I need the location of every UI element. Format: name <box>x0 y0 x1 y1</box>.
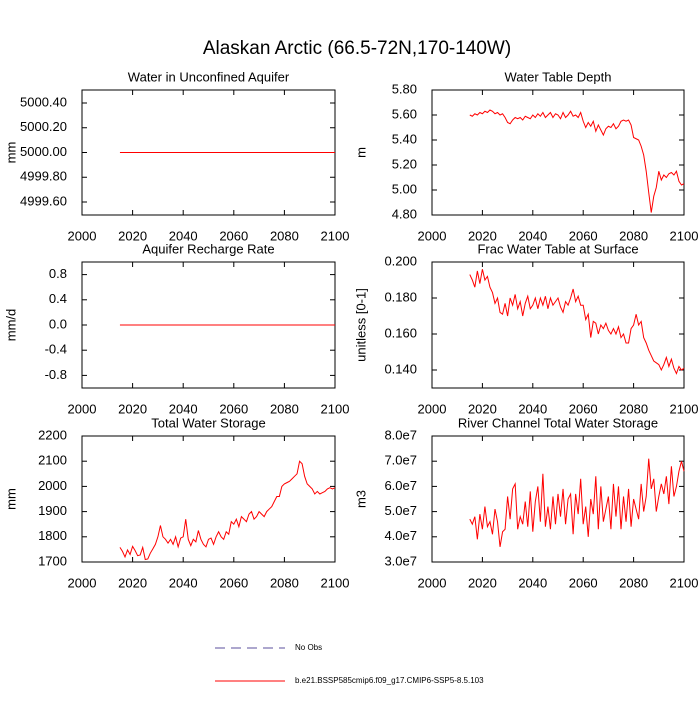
y-tick-label: 4.0e7 <box>384 528 417 543</box>
y-tick-label: 0.140 <box>384 361 417 376</box>
x-tick-label: 2020 <box>468 228 497 243</box>
y-axis-label: mm <box>3 142 18 164</box>
x-tick-label: 2040 <box>518 575 547 590</box>
x-tick-label: 2040 <box>169 401 198 416</box>
y-tick-label: 6.0e7 <box>384 478 417 493</box>
x-tick-label: 2020 <box>468 575 497 590</box>
y-tick-label: 5.40 <box>392 131 417 146</box>
x-tick-label: 2000 <box>68 401 97 416</box>
y-tick-label: 8.0e7 <box>384 427 417 442</box>
y-tick-label: 5000.00 <box>20 144 67 159</box>
y-tick-label: 7.0e7 <box>384 453 417 468</box>
legend-label: b.e21.BSSP585cmip6.f09_g17.CMIP6-SSP5-8.… <box>295 676 484 685</box>
plot-frame <box>81 435 336 563</box>
data-line <box>119 460 336 561</box>
y-tick-label: 5.60 <box>392 106 417 121</box>
plot-frame <box>431 89 685 216</box>
x-tick-label: 2100 <box>321 401 350 416</box>
y-tick-label: 0.180 <box>384 289 417 304</box>
legend-label: No Obs <box>295 643 322 652</box>
y-tick-label: 5.0e7 <box>384 503 417 518</box>
x-tick-label: 2060 <box>219 575 248 590</box>
x-tick-label: 2000 <box>418 401 447 416</box>
x-tick-label: 2080 <box>619 401 648 416</box>
panel-title: Aquifer Recharge Rate <box>142 241 274 256</box>
panel-title: Total Water Storage <box>151 415 265 430</box>
x-tick-label: 2080 <box>619 228 648 243</box>
x-tick-label: 2060 <box>569 401 598 416</box>
x-tick-label: 2100 <box>321 575 350 590</box>
x-tick-label: 2080 <box>619 575 648 590</box>
x-tick-label: 2100 <box>321 228 350 243</box>
y-axis-label: mm <box>3 488 18 510</box>
x-tick-label: 2080 <box>270 228 299 243</box>
y-tick-label: 2200 <box>38 427 67 442</box>
x-tick-label: 2000 <box>68 575 97 590</box>
panel: Frac Water Table at Surface unitless [0-1… <box>353 241 698 416</box>
y-tick-label: 1700 <box>38 553 67 568</box>
panel-title: Water Table Depth <box>505 69 612 84</box>
panel-title: River Channel Total Water Storage <box>458 415 658 430</box>
x-tick-label: 2000 <box>418 228 447 243</box>
y-tick-label: -0.8 <box>45 367 67 382</box>
x-tick-label: 2020 <box>468 401 497 416</box>
y-tick-label: 0.200 <box>384 253 417 268</box>
panel: Water Table Depth m 2000 2020 2040 2060 2080 21… <box>353 69 698 243</box>
panel: Aquifer Recharge Rate mm/d 2000 2020 2040 206… <box>3 241 349 416</box>
x-tick-label: 2100 <box>670 401 699 416</box>
plot-frame <box>431 261 685 389</box>
x-tick-label: 2020 <box>118 575 147 590</box>
y-tick-label: 5000.40 <box>20 94 67 109</box>
y-tick-label: 1800 <box>38 528 67 543</box>
plot-frame <box>431 435 685 563</box>
y-tick-label: 0.0 <box>49 316 67 331</box>
y-tick-label: 0.160 <box>384 325 417 340</box>
y-tick-label: 0.4 <box>49 291 67 306</box>
x-tick-label: 2000 <box>418 575 447 590</box>
y-axis-label: unitless [0-1] <box>353 288 368 362</box>
y-tick-label: 1900 <box>38 503 67 518</box>
data-line <box>469 269 685 375</box>
x-tick-label: 2080 <box>270 401 299 416</box>
y-tick-label: 5.80 <box>392 81 417 96</box>
y-tick-label: 0.8 <box>49 266 67 281</box>
x-tick-label: 2060 <box>219 228 248 243</box>
data-line <box>469 458 685 547</box>
x-tick-label: 2040 <box>518 228 547 243</box>
y-tick-label: 4999.80 <box>20 169 67 184</box>
x-tick-label: 2060 <box>569 228 598 243</box>
x-tick-label: 2060 <box>569 575 598 590</box>
x-tick-label: 2040 <box>169 228 198 243</box>
panel: Water in Unconfined Aquifer mm 2000 2020 204… <box>3 69 349 243</box>
panel-title: Frac Water Table at Surface <box>477 241 638 256</box>
x-tick-label: 2080 <box>270 575 299 590</box>
y-axis-label: mm/d <box>3 309 18 342</box>
y-tick-label: -0.4 <box>45 342 67 357</box>
x-tick-label: 2000 <box>68 228 97 243</box>
x-tick-label: 2040 <box>169 575 198 590</box>
y-axis-label: m <box>353 147 368 158</box>
x-tick-label: 2060 <box>219 401 248 416</box>
panel: River Channel Total Water Storage m3 2000 2… <box>353 415 698 590</box>
x-tick-label: 2040 <box>518 401 547 416</box>
figure-title: Alaskan Arctic (66.5-72N,170-140W) <box>203 38 511 59</box>
data-line <box>469 109 685 213</box>
x-tick-label: 2100 <box>670 575 699 590</box>
y-tick-label: 5.20 <box>392 156 417 171</box>
x-tick-label: 2020 <box>118 401 147 416</box>
x-tick-label: 2020 <box>118 228 147 243</box>
x-tick-label: 2100 <box>670 228 699 243</box>
panel: Total Water Storage mm 2000 2020 2040 2060 208… <box>3 415 349 590</box>
y-tick-label: 5.00 <box>392 181 417 196</box>
y-axis-label: m3 <box>353 490 368 508</box>
y-tick-label: 4999.60 <box>20 193 67 208</box>
y-tick-label: 3.0e7 <box>384 553 417 568</box>
y-tick-label: 2000 <box>38 478 67 493</box>
panel-title: Water in Unconfined Aquifer <box>128 69 290 84</box>
y-tick-label: 5000.20 <box>20 119 67 134</box>
y-tick-label: 4.80 <box>392 206 417 221</box>
y-tick-label: 2100 <box>38 453 67 468</box>
